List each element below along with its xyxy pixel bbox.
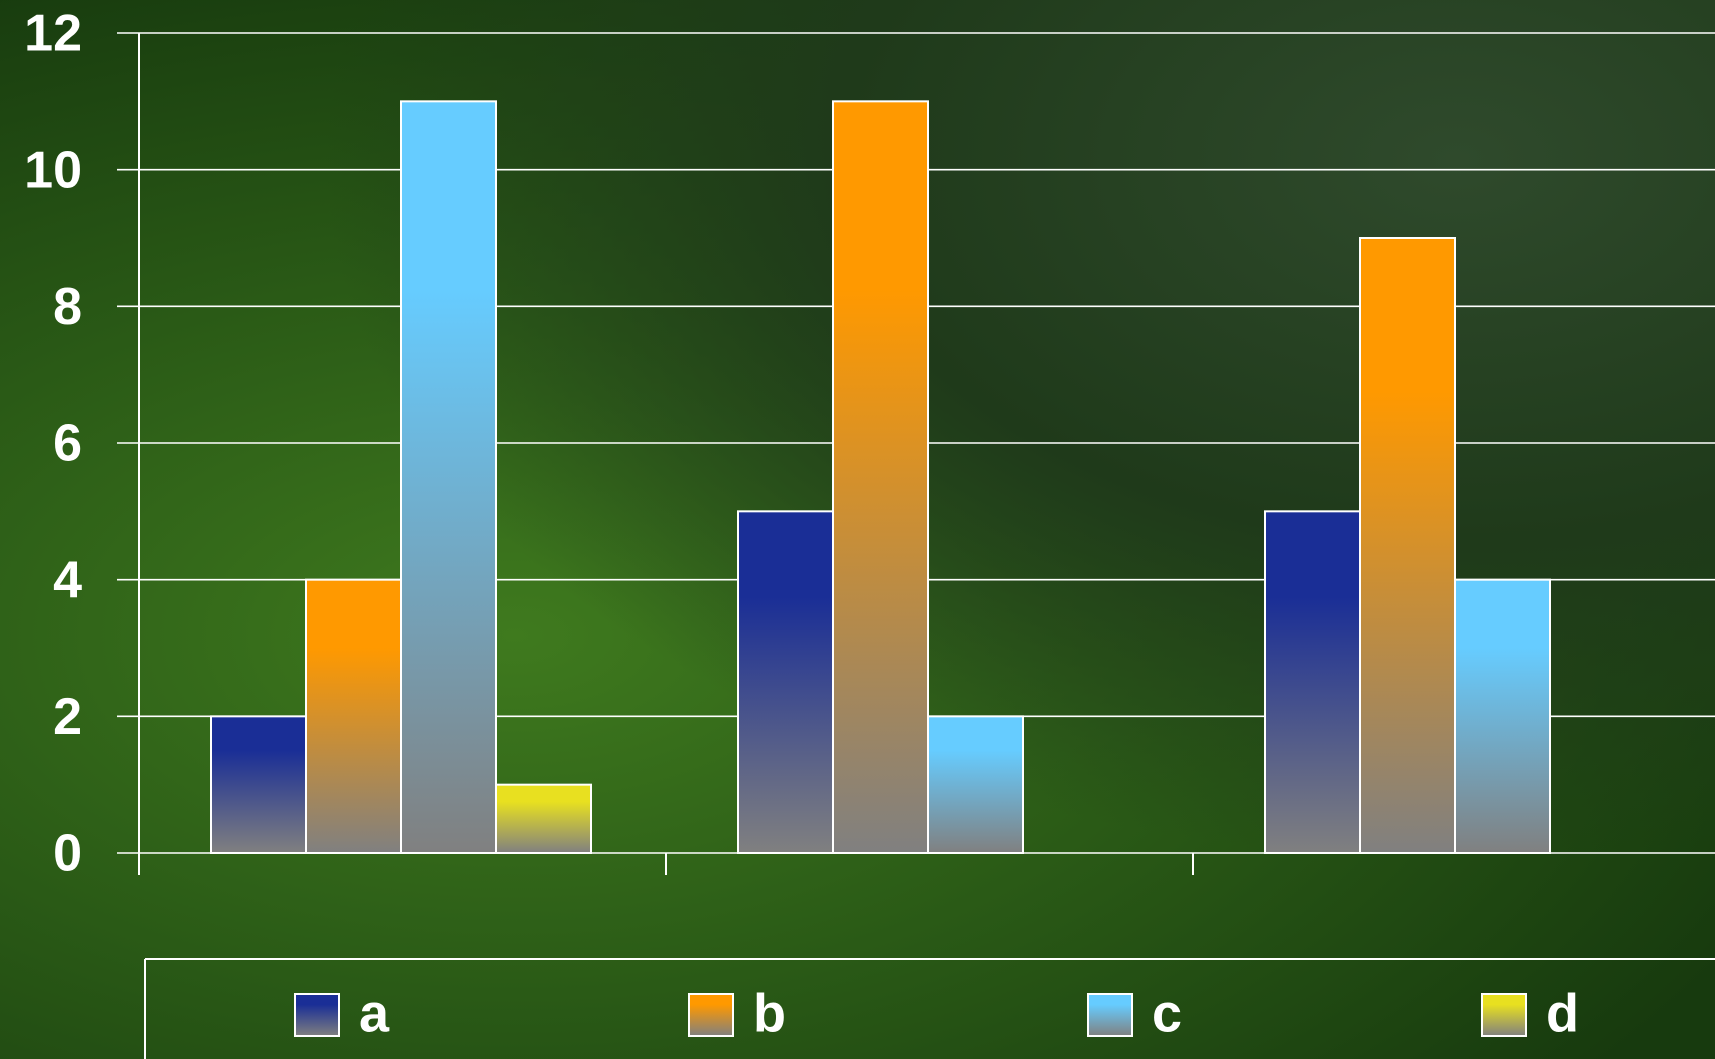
- y-tick-label: 4: [53, 551, 82, 609]
- legend-label: b: [753, 983, 786, 1043]
- bar: [1454, 578, 1551, 855]
- y-tick-label: 8: [53, 278, 82, 336]
- bar: [1264, 510, 1361, 854]
- bar: [1359, 237, 1456, 854]
- bar: [400, 100, 497, 855]
- y-tick-label: 0: [53, 825, 82, 883]
- bar: [305, 578, 402, 855]
- legend-label: d: [1546, 983, 1579, 1043]
- y-tick-label: 6: [53, 415, 82, 473]
- bar: [210, 715, 307, 854]
- legend-swatch: [688, 993, 734, 1037]
- bar: [927, 715, 1024, 854]
- legend-swatch: [1481, 993, 1527, 1037]
- legend-swatch: [294, 993, 340, 1037]
- legend-swatch: [1087, 993, 1133, 1037]
- y-tick-label: 2: [53, 688, 82, 746]
- bar: [832, 100, 929, 855]
- bar: [495, 783, 592, 855]
- bar: [737, 510, 834, 854]
- y-tick-label: 10: [24, 141, 82, 199]
- legend-label: a: [359, 983, 390, 1043]
- legend-label: c: [1152, 983, 1182, 1043]
- y-tick-label: 12: [24, 5, 82, 63]
